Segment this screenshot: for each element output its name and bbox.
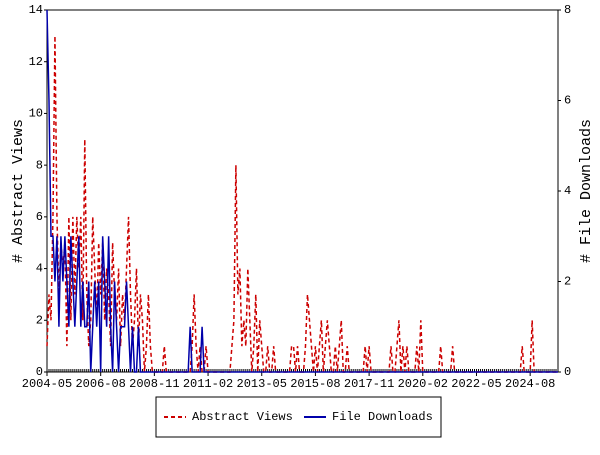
y2-tick-label: 8	[564, 3, 571, 17]
legend-label: Abstract Views	[192, 410, 293, 424]
y-tick-label: 2	[36, 313, 43, 327]
x-tick-label: 2020-02	[398, 377, 448, 391]
x-tick-label: 2006-08	[75, 377, 125, 391]
x-tick-label: 2013-05	[237, 377, 287, 391]
y2-tick-label: 6	[564, 94, 571, 108]
y-tick-label: 4	[36, 262, 43, 276]
x-tick-label: 2015-08	[290, 377, 340, 391]
x-tick-label: 2008-11	[129, 377, 179, 391]
x-tick-label: 2004-05	[22, 377, 72, 391]
y-tick-label: 12	[29, 55, 43, 69]
x-tick-label: 2024-08	[505, 377, 555, 391]
x-tick-label: 2017-11	[344, 377, 394, 391]
y2-axis-title: # File Downloads	[578, 119, 595, 263]
y2-tick-label: 2	[564, 275, 571, 289]
y2-tick-label: 4	[564, 184, 571, 198]
y2-tick-label: 0	[564, 365, 571, 379]
legend-label: File Downloads	[332, 410, 433, 424]
y-tick-label: 6	[36, 210, 43, 224]
x-tick-label: 2011-02	[183, 377, 233, 391]
y-tick-label: 14	[29, 3, 43, 17]
y-tick-label: 10	[29, 107, 43, 121]
y-axis-title: # Abstract Views	[10, 119, 27, 263]
y-tick-label: 0	[36, 365, 43, 379]
data-line	[46, 35, 558, 373]
data-line	[46, 9, 558, 373]
x-tick-label: 2022-05	[451, 377, 501, 391]
legend-box	[155, 396, 442, 438]
y-tick-label: 8	[36, 158, 43, 172]
